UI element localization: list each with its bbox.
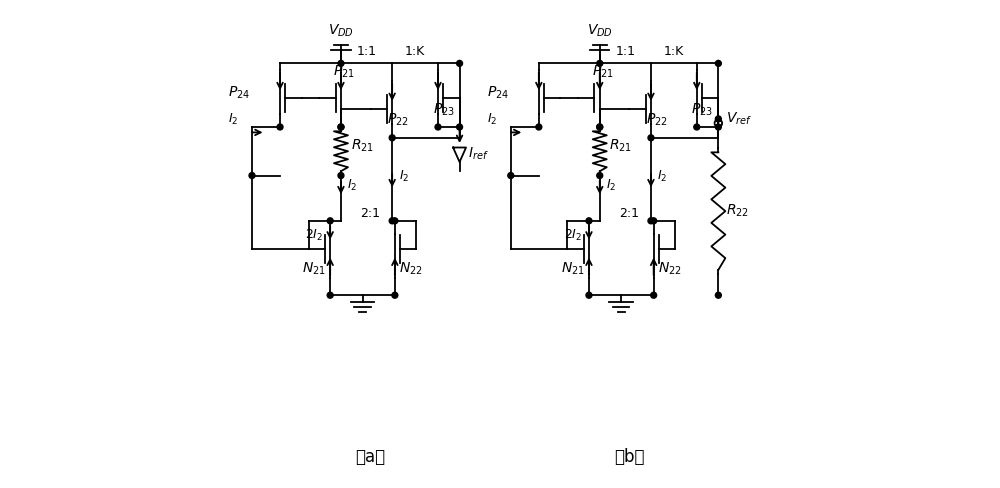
- Circle shape: [508, 173, 514, 179]
- Circle shape: [327, 218, 333, 224]
- Circle shape: [597, 124, 603, 130]
- Circle shape: [648, 135, 654, 141]
- Text: $P_{21}$: $P_{21}$: [592, 63, 613, 80]
- Circle shape: [338, 124, 344, 130]
- Text: $N_{21}$: $N_{21}$: [561, 260, 585, 277]
- Circle shape: [249, 173, 255, 179]
- Text: $I_2$: $I_2$: [606, 178, 617, 193]
- Text: $N_{22}$: $N_{22}$: [399, 260, 423, 277]
- Circle shape: [715, 116, 721, 122]
- Circle shape: [651, 218, 657, 224]
- Text: 1:1: 1:1: [615, 45, 635, 58]
- Text: $P_{23}$: $P_{23}$: [691, 101, 713, 118]
- Text: 2:1: 2:1: [619, 207, 639, 220]
- Text: $I_2$: $I_2$: [228, 112, 238, 127]
- Text: $P_{22}$: $P_{22}$: [646, 112, 667, 128]
- Text: （a）: （a）: [356, 448, 386, 466]
- Circle shape: [338, 61, 344, 66]
- Circle shape: [597, 173, 603, 179]
- Text: $I_2$: $I_2$: [657, 169, 668, 184]
- Circle shape: [327, 292, 333, 298]
- Text: $P_{23}$: $P_{23}$: [433, 101, 455, 118]
- Text: 2:1: 2:1: [361, 207, 381, 220]
- Text: $2I_2$: $2I_2$: [305, 228, 324, 244]
- Text: $V_{ref}$: $V_{ref}$: [726, 111, 753, 127]
- Circle shape: [435, 124, 441, 130]
- Text: （b）: （b）: [614, 448, 645, 466]
- Text: 1:K: 1:K: [664, 45, 684, 58]
- Circle shape: [597, 124, 603, 130]
- Circle shape: [457, 61, 463, 66]
- Text: $R_{21}$: $R_{21}$: [609, 138, 633, 154]
- Text: $I_2$: $I_2$: [347, 178, 358, 193]
- Text: $I_2$: $I_2$: [487, 112, 497, 127]
- Text: $R_{21}$: $R_{21}$: [351, 138, 374, 154]
- Circle shape: [392, 218, 398, 224]
- Text: $P_{21}$: $P_{21}$: [333, 63, 355, 80]
- Circle shape: [597, 61, 603, 66]
- Circle shape: [389, 135, 395, 141]
- Text: $P_{22}$: $P_{22}$: [387, 112, 409, 128]
- Text: $I_2$: $I_2$: [399, 169, 409, 184]
- Text: $2I_2$: $2I_2$: [564, 228, 582, 244]
- Circle shape: [536, 124, 542, 130]
- Circle shape: [392, 292, 398, 298]
- Circle shape: [389, 218, 395, 224]
- Text: $P_{24}$: $P_{24}$: [228, 85, 250, 101]
- Circle shape: [586, 292, 592, 298]
- Text: 1:1: 1:1: [357, 45, 377, 58]
- Text: 1:K: 1:K: [405, 45, 425, 58]
- Circle shape: [457, 124, 463, 130]
- Circle shape: [651, 292, 657, 298]
- Circle shape: [338, 124, 344, 130]
- Text: $P_{24}$: $P_{24}$: [487, 85, 509, 101]
- Text: $I_{ref}$: $I_{ref}$: [468, 146, 488, 162]
- Circle shape: [648, 218, 654, 224]
- Text: $V_{DD}$: $V_{DD}$: [328, 23, 354, 39]
- Circle shape: [715, 61, 721, 66]
- Circle shape: [715, 124, 721, 130]
- Circle shape: [338, 173, 344, 179]
- Text: $N_{22}$: $N_{22}$: [658, 260, 682, 277]
- Circle shape: [586, 218, 592, 224]
- Text: $R_{22}$: $R_{22}$: [726, 203, 749, 219]
- Text: $N_{21}$: $N_{21}$: [302, 260, 326, 277]
- Circle shape: [694, 124, 700, 130]
- Text: $V_{DD}$: $V_{DD}$: [587, 23, 613, 39]
- Circle shape: [277, 124, 283, 130]
- Circle shape: [715, 292, 721, 298]
